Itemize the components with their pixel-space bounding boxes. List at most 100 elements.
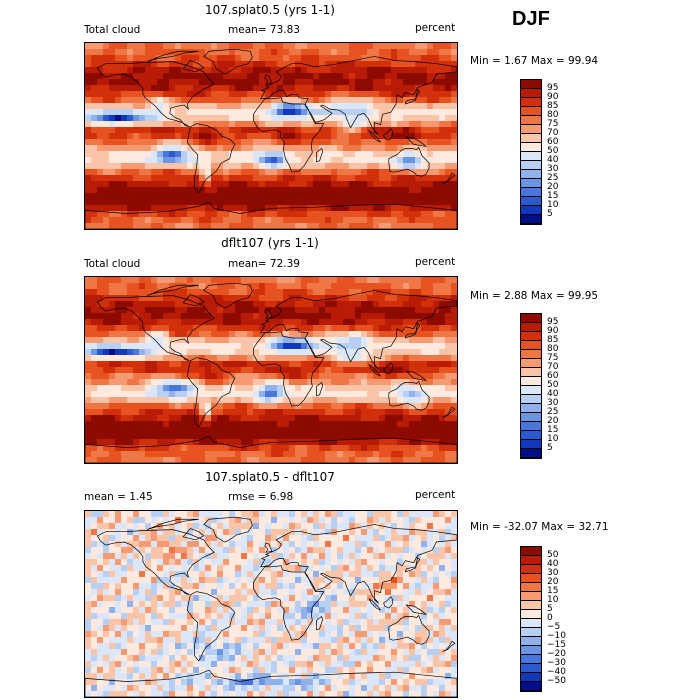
field-cell bbox=[445, 61, 452, 68]
field-cell bbox=[355, 43, 362, 50]
field-cell bbox=[97, 169, 104, 176]
field-cell bbox=[445, 355, 452, 362]
field-cell bbox=[211, 55, 218, 62]
field-cell bbox=[199, 97, 206, 104]
field-cell bbox=[445, 43, 452, 50]
field-cell bbox=[427, 217, 434, 224]
field-cell bbox=[139, 361, 146, 368]
field-cell bbox=[385, 535, 392, 542]
field-cell bbox=[109, 403, 116, 410]
field-cell bbox=[295, 559, 302, 566]
field-cell bbox=[289, 421, 296, 428]
field-cell bbox=[223, 205, 230, 212]
field-cell bbox=[193, 367, 200, 374]
field-cell bbox=[85, 547, 92, 554]
field-cell bbox=[133, 397, 140, 404]
field-cell bbox=[97, 373, 104, 380]
field-cell bbox=[289, 217, 296, 224]
field-cell bbox=[445, 91, 452, 98]
field-cell bbox=[445, 109, 452, 116]
field-cell bbox=[181, 319, 188, 326]
field-cell bbox=[109, 523, 116, 530]
field-cell bbox=[367, 415, 374, 422]
field-cell bbox=[337, 547, 344, 554]
field-cell bbox=[133, 187, 140, 194]
field-cell bbox=[373, 361, 380, 368]
field-cell bbox=[301, 559, 308, 566]
field-cell bbox=[85, 391, 92, 398]
field-cell bbox=[253, 589, 260, 596]
field-cell bbox=[439, 385, 446, 392]
field-cell bbox=[451, 565, 457, 572]
field-cell bbox=[139, 511, 146, 518]
field-cell bbox=[409, 595, 416, 602]
field-cell bbox=[445, 541, 452, 548]
field-cell bbox=[397, 427, 404, 434]
field-cell bbox=[313, 529, 320, 536]
field-cell bbox=[199, 73, 206, 80]
field-cell bbox=[211, 199, 218, 206]
field-cell bbox=[127, 49, 134, 56]
field-cell bbox=[337, 433, 344, 440]
field-cell bbox=[361, 439, 368, 446]
colorbar-tick-label: 40 bbox=[547, 389, 559, 399]
field-cell bbox=[355, 589, 362, 596]
field-cell bbox=[109, 427, 116, 434]
field-cell bbox=[259, 577, 266, 584]
field-cell bbox=[103, 163, 110, 170]
field-cell bbox=[343, 157, 350, 164]
field-cell bbox=[157, 145, 164, 152]
field-cell bbox=[349, 457, 356, 463]
field-cell bbox=[97, 313, 104, 320]
field-cell bbox=[331, 85, 338, 92]
field-cell bbox=[409, 445, 416, 452]
field-cell bbox=[211, 349, 218, 356]
field-cell bbox=[181, 115, 188, 122]
field-cell bbox=[439, 361, 446, 368]
field-cell bbox=[187, 289, 194, 296]
field-cell bbox=[403, 199, 410, 206]
field-cell bbox=[133, 403, 140, 410]
field-cell bbox=[289, 415, 296, 422]
field-cell bbox=[265, 187, 272, 194]
field-cell bbox=[265, 283, 272, 290]
field-cell bbox=[337, 325, 344, 332]
field-cell bbox=[85, 343, 92, 350]
field-cell bbox=[367, 397, 374, 404]
field-cell bbox=[187, 199, 194, 206]
field-cell bbox=[379, 145, 386, 152]
field-cell bbox=[151, 607, 158, 614]
field-cell bbox=[445, 451, 452, 458]
field-cell bbox=[229, 55, 236, 62]
field-cell bbox=[91, 211, 98, 218]
field-cell bbox=[247, 175, 254, 182]
field-cell bbox=[373, 349, 380, 356]
field-cell bbox=[343, 307, 350, 314]
field-cell bbox=[415, 55, 422, 62]
field-cell bbox=[217, 55, 224, 62]
field-cell bbox=[187, 415, 194, 422]
field-cell bbox=[295, 565, 302, 572]
field-cell bbox=[379, 439, 386, 446]
field-cell bbox=[151, 523, 158, 530]
field-cell bbox=[415, 127, 422, 134]
field-cell bbox=[361, 319, 368, 326]
field-cell bbox=[145, 211, 152, 218]
field-cell bbox=[331, 583, 338, 590]
field-cell bbox=[361, 193, 368, 200]
field-cell bbox=[241, 133, 248, 140]
field-cell bbox=[445, 595, 452, 602]
field-cell bbox=[313, 85, 320, 92]
field-cell bbox=[139, 391, 146, 398]
field-cell bbox=[151, 373, 158, 380]
field-cell bbox=[397, 523, 404, 530]
field-cell bbox=[139, 541, 146, 548]
field-cell bbox=[241, 595, 248, 602]
field-cell bbox=[409, 523, 416, 530]
field-cell bbox=[265, 511, 272, 518]
field-cell bbox=[415, 139, 422, 146]
field-cell bbox=[391, 313, 398, 320]
field-cell bbox=[187, 571, 194, 578]
field-cell bbox=[181, 73, 188, 80]
field-cell bbox=[151, 553, 158, 560]
